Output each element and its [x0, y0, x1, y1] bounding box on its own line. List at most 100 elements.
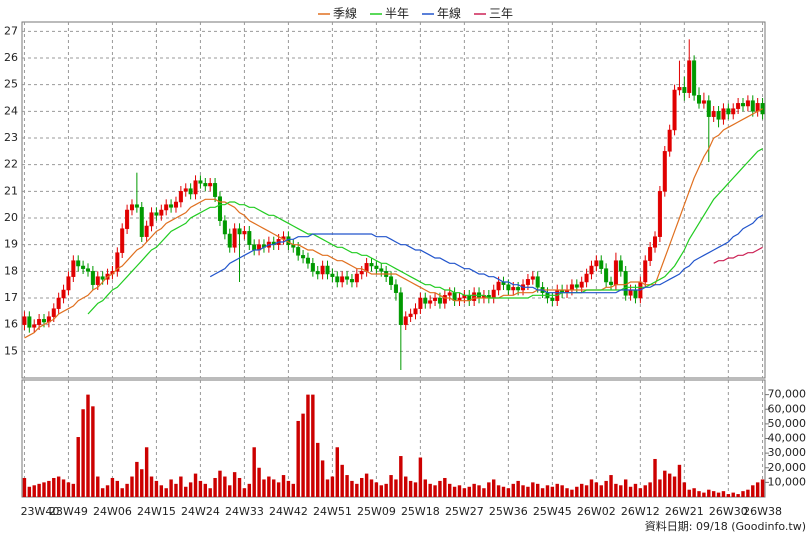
candle-body [95, 276, 100, 285]
volume-bar [316, 442, 320, 497]
candle-body [750, 100, 755, 112]
volume-bar [105, 485, 110, 497]
volume-bar [360, 477, 364, 497]
candle-body [120, 228, 125, 253]
candle-body [731, 108, 736, 115]
candle-body [81, 265, 86, 269]
candle-body [697, 95, 702, 104]
volume-bar [716, 492, 721, 497]
volume-bar [174, 483, 178, 497]
candle-body [32, 324, 37, 328]
volume-bar [594, 482, 599, 497]
candle-body [423, 297, 428, 304]
candle-body [41, 319, 47, 323]
candle-body [687, 60, 692, 93]
candle-body [418, 297, 423, 309]
y-tick-label: 24 [4, 104, 18, 117]
candle-body [296, 247, 301, 256]
candle-body [354, 273, 359, 283]
volume-bar [91, 406, 95, 497]
candle-body [604, 268, 609, 283]
candle-body [662, 151, 667, 192]
candle-body [491, 289, 496, 299]
candle-body [208, 183, 213, 187]
volume-bar [61, 479, 66, 497]
candle-body [193, 180, 198, 195]
volume-bar [658, 479, 662, 497]
candle-body [222, 220, 227, 235]
volume-bar [340, 464, 344, 497]
candle-body [134, 204, 139, 208]
y-tick-label: 25 [4, 78, 18, 91]
volume-bar [462, 488, 467, 497]
candle-body [149, 212, 154, 227]
candle-body [437, 297, 442, 304]
y2-tick-label: 10,000 [768, 475, 807, 488]
candle-body [569, 284, 574, 291]
x-tick-label: 25W09 [357, 505, 396, 518]
volume-bar [213, 477, 217, 497]
volume-bar [589, 479, 594, 497]
volume-bar [22, 477, 27, 497]
candle-body [203, 183, 208, 187]
volume-bar [257, 467, 261, 497]
candle-body [159, 209, 164, 216]
volume-bar [653, 458, 657, 497]
ma-line [713, 246, 763, 264]
candle-body [389, 276, 394, 285]
candle-body [129, 204, 134, 211]
candle-body [330, 273, 335, 277]
candle-body [726, 108, 731, 115]
volume-bar [560, 485, 564, 497]
volume-bar [623, 479, 628, 497]
candle-body [672, 89, 677, 131]
volume-bar [86, 394, 90, 497]
candle-body [232, 228, 237, 248]
x-tick-label: 26W02 [577, 505, 616, 518]
volume-bar [521, 485, 525, 497]
x-tick-label: 24W15 [137, 505, 176, 518]
ma-line [209, 214, 763, 294]
volume-bar [648, 482, 652, 497]
volume-bar [154, 480, 159, 497]
volume-bar [677, 464, 682, 497]
volume-bar [755, 482, 760, 497]
volume-bar [335, 447, 339, 497]
volume-bar [130, 476, 134, 497]
volume-bar [692, 488, 696, 497]
volume-bar [638, 488, 643, 497]
volume-bar [247, 483, 252, 497]
candle-body [667, 129, 672, 152]
candle-body [320, 265, 325, 275]
y2-tick-label: 70,000 [768, 388, 807, 401]
candle-body [100, 276, 105, 280]
y2-tick-label: 20,000 [768, 461, 807, 474]
volume-bar [96, 476, 100, 497]
volume-bar [672, 476, 677, 497]
candle-body [535, 276, 540, 288]
volume-bar [267, 476, 271, 497]
y2-tick-label: 50,000 [768, 417, 807, 430]
x-tick-label: 25W45 [533, 505, 572, 518]
x-tick-label: 26W21 [665, 505, 704, 518]
volume-bar [736, 494, 740, 497]
volume-bar [501, 486, 506, 497]
volume-bar [27, 486, 32, 497]
y-tick-label: 16 [4, 318, 18, 331]
volume-bar [550, 486, 555, 497]
y-tick-label: 17 [4, 291, 18, 304]
candle-body [198, 180, 203, 184]
volume-bar [179, 476, 183, 497]
volume-bar [418, 457, 423, 497]
legend-label: 三年 [489, 7, 513, 21]
candle-body [66, 276, 71, 291]
legend-label: 年線 [437, 6, 461, 21]
x-tick-label: 26W30 [709, 505, 748, 518]
candle-body [682, 87, 687, 93]
y2-tick-label: 60,000 [768, 402, 807, 415]
candle-body [594, 260, 599, 267]
volume-bar [252, 447, 256, 497]
footer: 資料日期: 09/18 (Goodinfo.tw) [645, 519, 806, 533]
volume-bar [223, 476, 227, 497]
volume-bar [428, 483, 432, 497]
